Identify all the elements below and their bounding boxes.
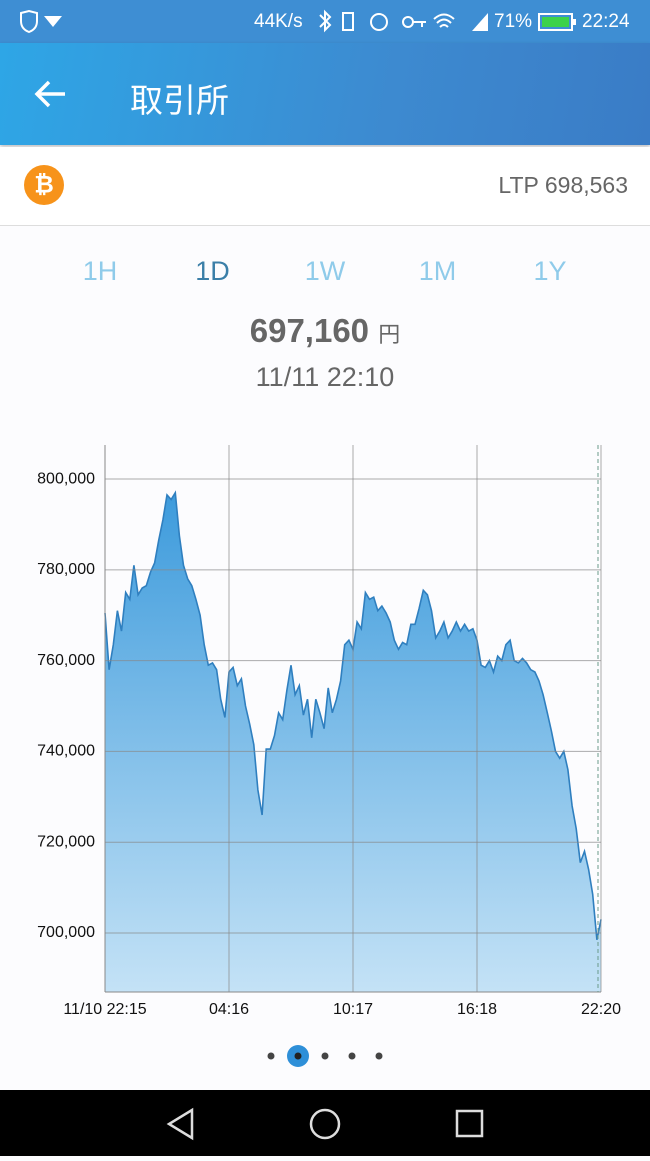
range-tab[interactable]: 1W: [304, 256, 346, 286]
back-button[interactable]: [34, 79, 68, 109]
page-indicator: [267, 1045, 383, 1067]
y-tick-label: 800,000: [37, 470, 95, 487]
x-tick-label: 16:18: [457, 1001, 497, 1018]
status-icons: [319, 9, 488, 33]
app-bar: [0, 43, 650, 145]
range-tab[interactable]: 1Y: [533, 256, 567, 286]
y-tick-label: 760,000: [37, 652, 95, 669]
price-value: 697,160: [249, 312, 370, 349]
y-tick-label: 700,000: [37, 924, 95, 941]
page-dot: [375, 1052, 383, 1060]
net-speed: 44K/s: [254, 11, 303, 32]
y-tick-label: 780,000: [37, 561, 95, 578]
page-dot: [348, 1052, 356, 1060]
y-tick-label: 720,000: [37, 833, 95, 850]
status-bar: 44K/s 71% 22:24: [0, 0, 650, 43]
x-tick-label: 11/10 22:15: [63, 1001, 146, 1018]
page-dot: [321, 1052, 329, 1060]
bitcoin-icon: ₿: [24, 165, 64, 205]
page-dot: [267, 1052, 275, 1060]
ticker-row: ₿: [0, 147, 650, 226]
x-tick-label: 22:20: [581, 1001, 621, 1018]
range-tab[interactable]: 1D: [195, 256, 230, 286]
clock: 22:24: [582, 11, 630, 32]
svg-text:₿: ₿: [34, 171, 54, 198]
price: 697,160 円: [0, 312, 650, 350]
chart: 700,000 720,000 740,000 760,000 780,000 800,0…: [37, 445, 621, 1018]
nav-back[interactable]: [166, 1107, 194, 1141]
page-dot: [294, 1052, 302, 1060]
last-trade-price: LTP 698,563: [498, 172, 628, 198]
navigation-bar: [0, 1090, 650, 1156]
x-tick-label: 10:17: [333, 1001, 373, 1018]
status-icons: [20, 10, 62, 34]
nav-recent[interactable]: [455, 1109, 484, 1138]
screen-title: 取引所: [130, 81, 229, 120]
price-time: 11/11 22:10: [255, 362, 395, 392]
range-tab[interactable]: 1H: [82, 256, 118, 286]
nav-buttons: [166, 1107, 484, 1141]
price-unit: 円: [378, 322, 401, 347]
x-tick-label: 04:16: [209, 1001, 249, 1018]
y-tick-label: 740,000: [37, 743, 95, 760]
battery-level: 71%: [494, 11, 533, 32]
nav-home[interactable]: [309, 1108, 341, 1140]
range-tab[interactable]: 1M: [418, 256, 457, 286]
battery-icon: [538, 13, 576, 31]
